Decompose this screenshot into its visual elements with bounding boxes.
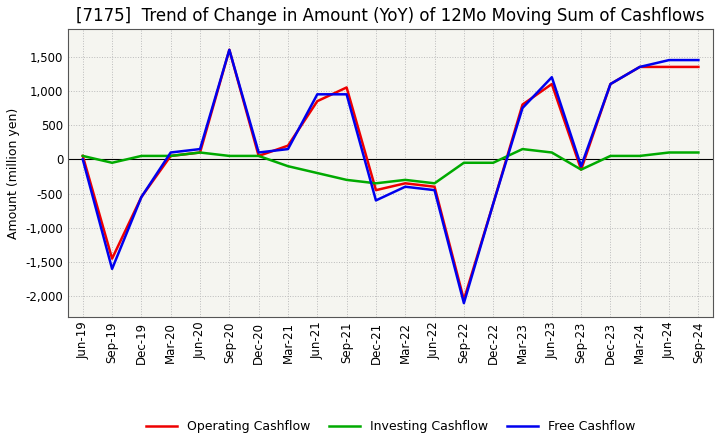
Free Cashflow bbox=[137, 194, 145, 200]
Investing Cashflow bbox=[225, 153, 234, 158]
Investing Cashflow bbox=[665, 150, 673, 155]
Investing Cashflow bbox=[636, 153, 644, 158]
Operating Cashflow bbox=[401, 181, 410, 186]
Investing Cashflow bbox=[284, 164, 292, 169]
Operating Cashflow bbox=[137, 194, 145, 200]
Operating Cashflow bbox=[431, 184, 439, 189]
Free Cashflow bbox=[518, 105, 527, 110]
Investing Cashflow bbox=[254, 153, 263, 158]
Title: [7175]  Trend of Change in Amount (YoY) of 12Mo Moving Sum of Cashflows: [7175] Trend of Change in Amount (YoY) o… bbox=[76, 7, 705, 25]
Operating Cashflow bbox=[459, 297, 468, 302]
Operating Cashflow bbox=[577, 167, 585, 172]
Free Cashflow bbox=[372, 198, 380, 203]
Operating Cashflow bbox=[166, 153, 175, 158]
Investing Cashflow bbox=[108, 160, 117, 165]
Free Cashflow bbox=[342, 92, 351, 97]
Investing Cashflow bbox=[547, 150, 556, 155]
Investing Cashflow bbox=[372, 181, 380, 186]
Operating Cashflow bbox=[196, 150, 204, 155]
Free Cashflow bbox=[459, 301, 468, 306]
Investing Cashflow bbox=[489, 160, 498, 165]
Investing Cashflow bbox=[313, 170, 322, 176]
Investing Cashflow bbox=[166, 153, 175, 158]
Operating Cashflow bbox=[342, 85, 351, 90]
Line: Operating Cashflow: Operating Cashflow bbox=[83, 50, 698, 300]
Free Cashflow bbox=[254, 150, 263, 155]
Free Cashflow bbox=[284, 147, 292, 152]
Free Cashflow bbox=[78, 157, 87, 162]
Line: Free Cashflow: Free Cashflow bbox=[83, 50, 698, 303]
Investing Cashflow bbox=[694, 150, 703, 155]
Free Cashflow bbox=[694, 58, 703, 63]
Investing Cashflow bbox=[196, 150, 204, 155]
Line: Investing Cashflow: Investing Cashflow bbox=[83, 149, 698, 183]
Free Cashflow bbox=[606, 81, 615, 87]
Operating Cashflow bbox=[489, 201, 498, 206]
Operating Cashflow bbox=[636, 64, 644, 70]
Investing Cashflow bbox=[137, 153, 145, 158]
Operating Cashflow bbox=[694, 64, 703, 70]
Free Cashflow bbox=[401, 184, 410, 189]
Free Cashflow bbox=[108, 266, 117, 271]
Operating Cashflow bbox=[254, 153, 263, 158]
Investing Cashflow bbox=[401, 177, 410, 183]
Investing Cashflow bbox=[78, 153, 87, 158]
Free Cashflow bbox=[225, 47, 234, 52]
Free Cashflow bbox=[431, 187, 439, 193]
Investing Cashflow bbox=[606, 153, 615, 158]
Free Cashflow bbox=[489, 201, 498, 206]
Free Cashflow bbox=[577, 164, 585, 169]
Operating Cashflow bbox=[313, 99, 322, 104]
Operating Cashflow bbox=[547, 81, 556, 87]
Free Cashflow bbox=[313, 92, 322, 97]
Investing Cashflow bbox=[431, 181, 439, 186]
Operating Cashflow bbox=[78, 153, 87, 158]
Operating Cashflow bbox=[284, 143, 292, 148]
Investing Cashflow bbox=[518, 147, 527, 152]
Free Cashflow bbox=[166, 150, 175, 155]
Operating Cashflow bbox=[108, 256, 117, 261]
Free Cashflow bbox=[665, 58, 673, 63]
Operating Cashflow bbox=[518, 102, 527, 107]
Free Cashflow bbox=[196, 147, 204, 152]
Investing Cashflow bbox=[459, 160, 468, 165]
Investing Cashflow bbox=[342, 177, 351, 183]
Operating Cashflow bbox=[665, 64, 673, 70]
Operating Cashflow bbox=[372, 187, 380, 193]
Y-axis label: Amount (million yen): Amount (million yen) bbox=[7, 107, 20, 238]
Free Cashflow bbox=[547, 74, 556, 80]
Operating Cashflow bbox=[606, 81, 615, 87]
Free Cashflow bbox=[636, 64, 644, 70]
Legend: Operating Cashflow, Investing Cashflow, Free Cashflow: Operating Cashflow, Investing Cashflow, … bbox=[140, 415, 641, 438]
Investing Cashflow bbox=[577, 167, 585, 172]
Operating Cashflow bbox=[225, 47, 234, 52]
